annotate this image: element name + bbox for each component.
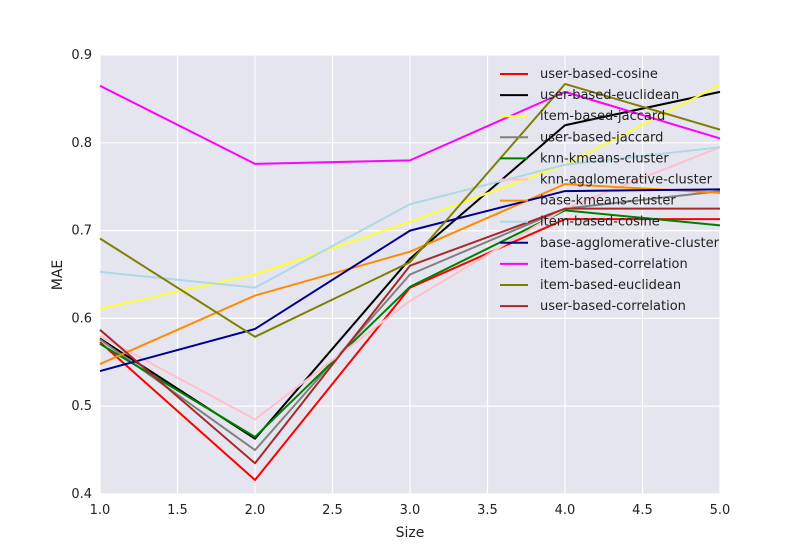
legend-label: item-based-euclidean — [540, 278, 681, 293]
series-line-base-kmeans-cluster — [99, 183, 721, 365]
x-tick-labels: 1.0 1.5 2.0 2.5 3.0 3.5 4.0 4.5 5.0 — [90, 503, 731, 518]
series-line-item-based-correlation — [99, 84, 721, 165]
legend-label: knn-kmeans-cluster — [540, 151, 669, 166]
y-tick-label: 0.9 — [71, 48, 92, 63]
legend-label: item-based-correlation — [540, 257, 688, 272]
grid-lines — [99, 54, 721, 495]
legend-label: user-based-cosine — [540, 67, 658, 82]
legend-label: base-agglomerative-cluster — [540, 236, 720, 251]
x-tick-label: 4.5 — [632, 503, 653, 518]
x-tick-label: 2.5 — [322, 503, 343, 518]
y-tick-label: 0.5 — [71, 399, 92, 414]
x-axis-label: Size — [396, 525, 425, 541]
series-line-user-based-jaccard — [99, 190, 721, 452]
legend-label: knn-agglomerative-cluster — [540, 173, 713, 188]
legend-label: item-based-jaccard — [540, 109, 665, 124]
legend-label: user-based-euclidean — [540, 88, 679, 103]
legend: user-based-cosine user-based-euclidean ite… — [500, 67, 720, 314]
y-axis-label: MAE — [50, 260, 66, 291]
series-line-user-based-correlation — [99, 207, 720, 465]
series-line-item-based-jaccard — [99, 83, 721, 310]
legend-label: item-based-cosine — [540, 215, 660, 230]
series-line-base-agglomerative-cluster — [99, 188, 721, 373]
x-tick-label: 2.0 — [245, 503, 266, 518]
legend-label: user-based-correlation — [540, 299, 686, 314]
series-line-knn-agglomerative-cluster — [99, 146, 721, 421]
series-line-item-based-cosine — [99, 146, 721, 289]
y-tick-labels: 0.4 0.5 0.6 0.7 0.8 0.9 — [71, 48, 92, 502]
y-tick-label: 0.8 — [71, 136, 92, 151]
y-tick-label: 0.6 — [71, 311, 92, 326]
series-lines — [99, 82, 721, 481]
y-tick-label: 0.4 — [71, 487, 92, 502]
x-tick-label: 5.0 — [710, 503, 731, 518]
x-tick-label: 3.0 — [400, 503, 421, 518]
x-tick-label: 4.0 — [555, 503, 576, 518]
series-line-item-based-euclidean — [99, 82, 721, 338]
series-line-knn-kmeans-cluster — [99, 209, 721, 438]
y-tick-label: 0.7 — [71, 224, 92, 239]
x-tick-label: 1.5 — [167, 503, 188, 518]
legend-label: user-based-jaccard — [540, 130, 663, 145]
legend-label: base-kmeans-cluster — [540, 194, 676, 209]
x-tick-label: 1.0 — [90, 503, 111, 518]
x-tick-label: 3.5 — [477, 503, 498, 518]
